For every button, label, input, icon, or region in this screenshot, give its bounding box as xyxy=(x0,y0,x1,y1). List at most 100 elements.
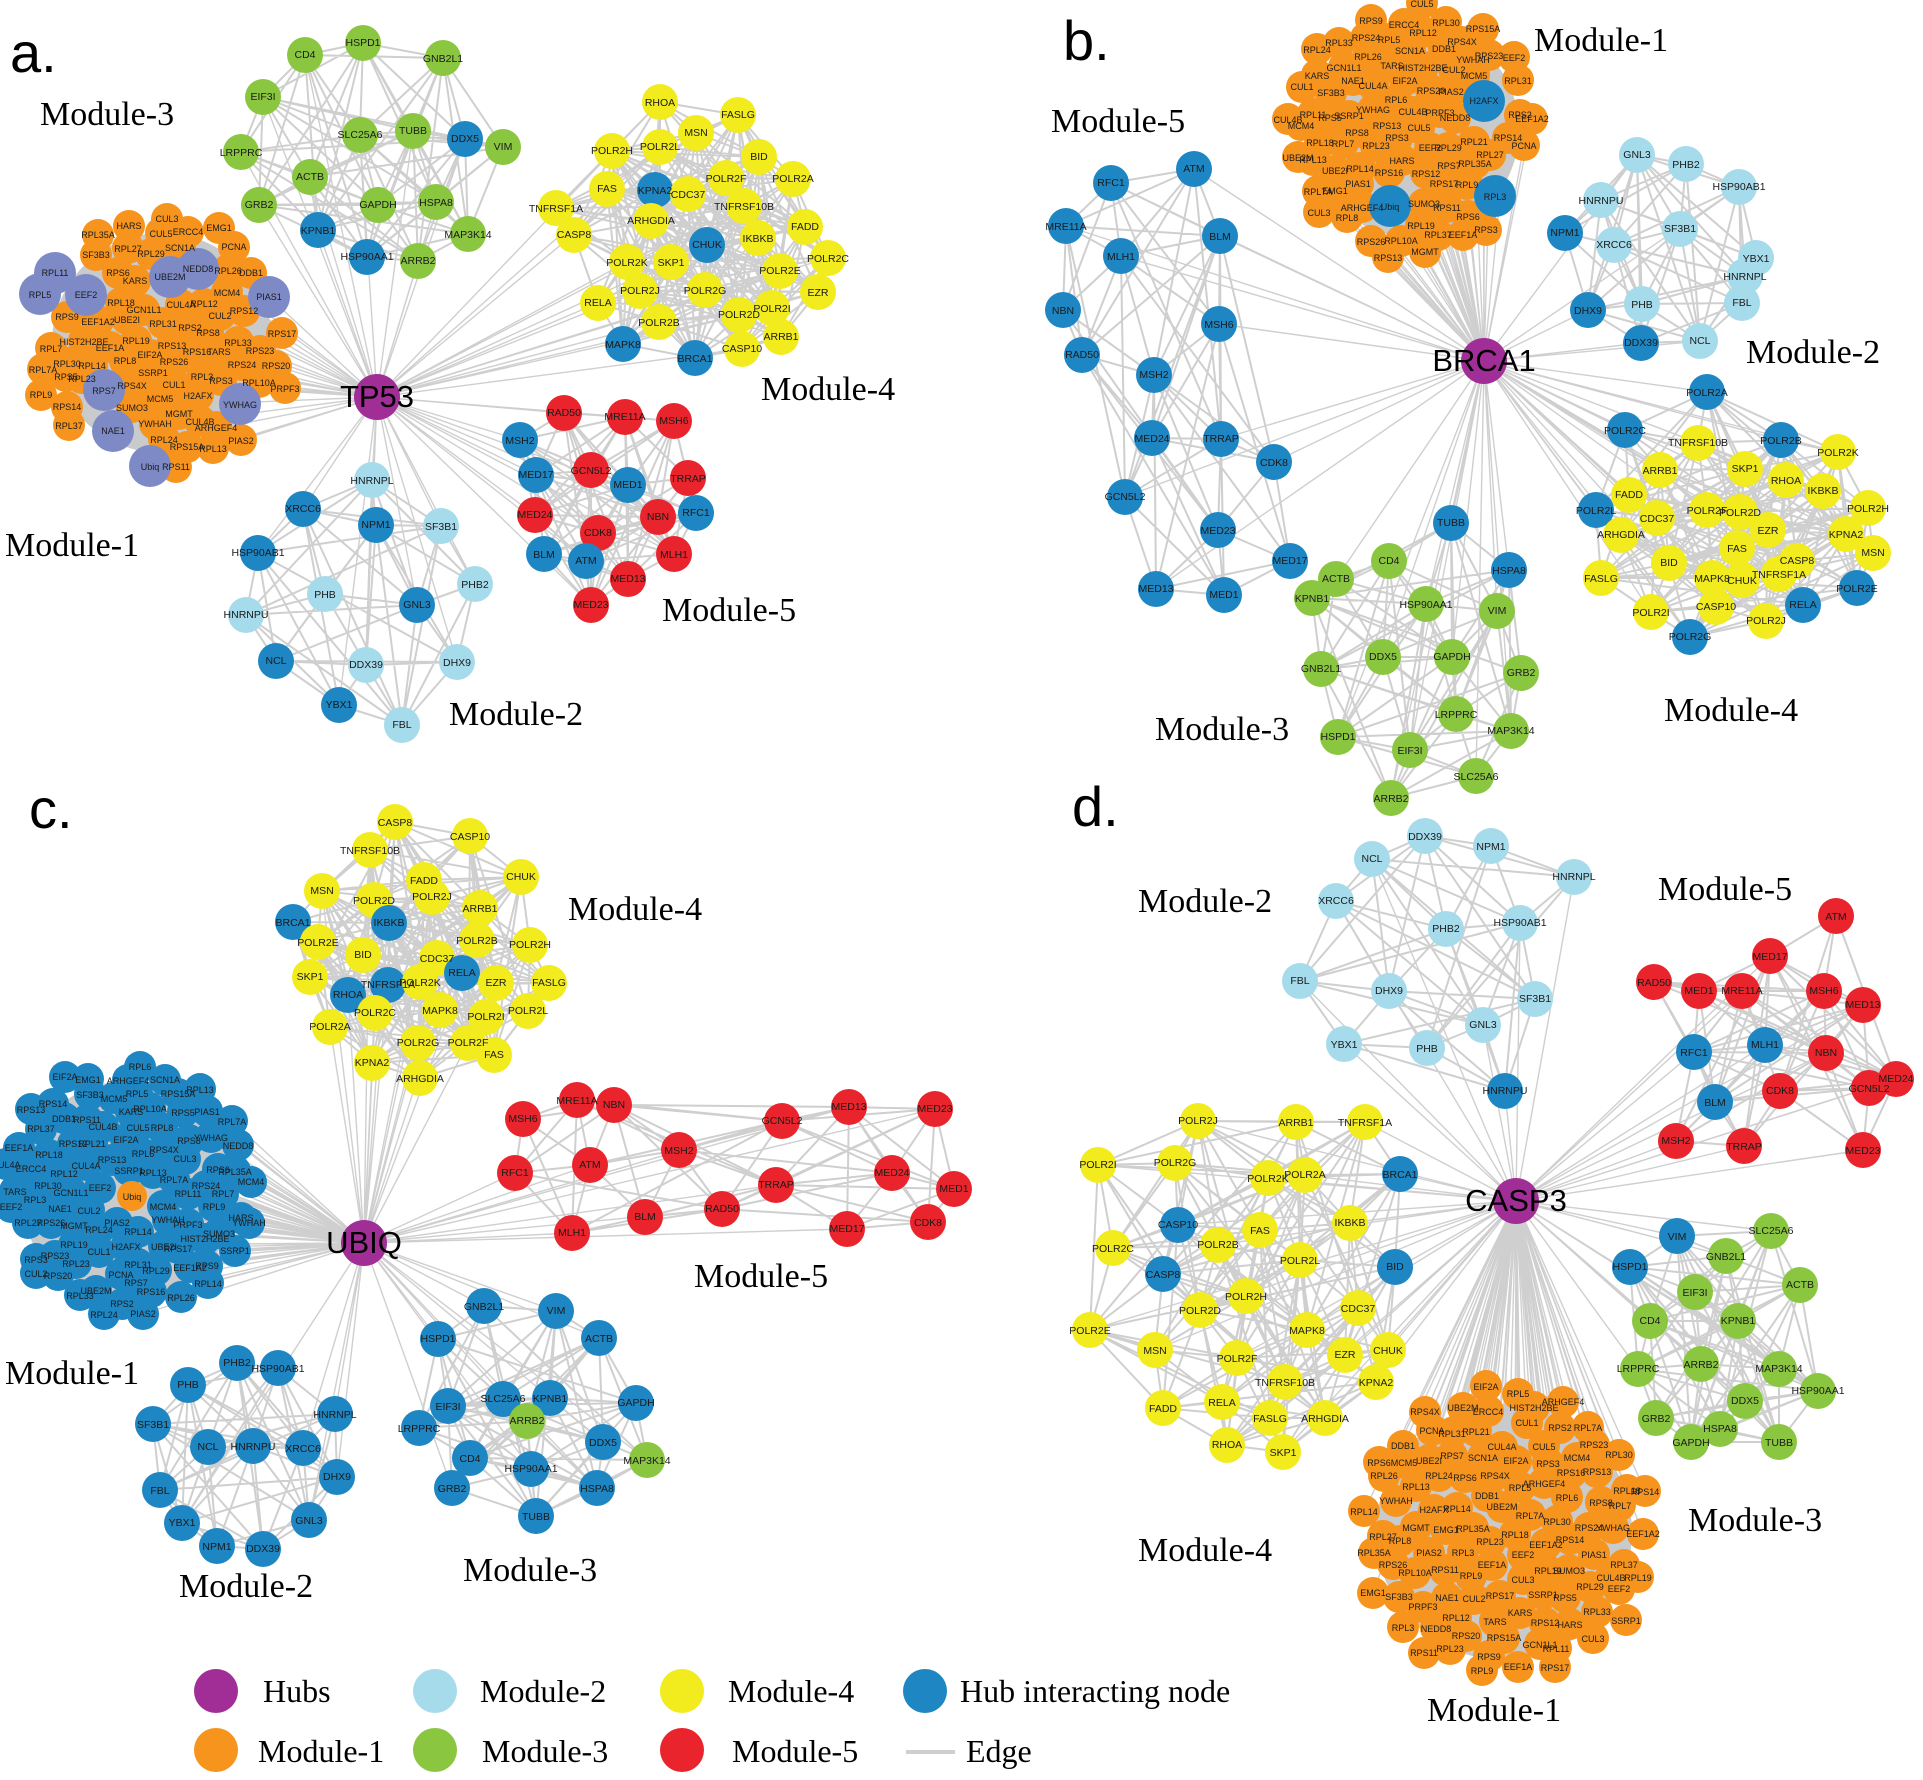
svg-text:RPS5: RPS5 xyxy=(54,372,78,382)
svg-text:CUL4A: CUL4A xyxy=(166,300,195,310)
svg-text:MSN: MSN xyxy=(1143,1345,1166,1357)
svg-text:PHB2: PHB2 xyxy=(223,1357,251,1369)
svg-text:PIAS1: PIAS1 xyxy=(194,1107,220,1117)
svg-text:RPL5: RPL5 xyxy=(1509,1483,1532,1493)
svg-text:TNFRSF1A: TNFRSF1A xyxy=(1752,569,1806,581)
svg-text:RPL11: RPL11 xyxy=(42,268,69,278)
svg-text:GCN5L2: GCN5L2 xyxy=(571,465,612,477)
svg-text:MCM4: MCM4 xyxy=(150,1202,177,1212)
svg-text:RPL24: RPL24 xyxy=(90,1310,118,1320)
svg-text:HIST2H2BE: HIST2H2BE xyxy=(1398,63,1447,73)
svg-text:PHB2: PHB2 xyxy=(461,579,489,591)
svg-text:ARRB1: ARRB1 xyxy=(763,331,798,343)
svg-text:GAPDH: GAPDH xyxy=(1672,1437,1709,1449)
svg-text:EEF1A2: EEF1A2 xyxy=(1626,1529,1660,1539)
svg-text:HNRNPU: HNRNPU xyxy=(231,1441,276,1453)
svg-text:GNB2L1: GNB2L1 xyxy=(423,53,463,65)
svg-text:CUL3: CUL3 xyxy=(1511,1575,1534,1585)
svg-text:ARHGEF4: ARHGEF4 xyxy=(1523,1479,1566,1489)
svg-text:BRCA1: BRCA1 xyxy=(1432,343,1535,378)
svg-text:MAP3K14: MAP3K14 xyxy=(1755,1363,1802,1375)
svg-text:YWHAG: YWHAG xyxy=(1356,105,1390,115)
svg-text:POLR2D: POLR2D xyxy=(1179,1305,1221,1317)
svg-text:RPL9: RPL9 xyxy=(203,1202,226,1212)
svg-text:PRPF3: PRPF3 xyxy=(173,1220,202,1230)
svg-text:RPL12: RPL12 xyxy=(50,1169,78,1179)
svg-text:Module-1: Module-1 xyxy=(1427,1692,1561,1729)
svg-text:EZR: EZR xyxy=(1758,525,1779,537)
svg-text:RPL19: RPL19 xyxy=(1534,1566,1562,1576)
svg-text:NBN: NBN xyxy=(647,511,669,523)
svg-text:POLR2H: POLR2H xyxy=(509,939,551,951)
svg-text:GCN1L1: GCN1L1 xyxy=(53,1188,88,1198)
svg-text:CASP10: CASP10 xyxy=(1158,1219,1198,1231)
svg-text:RPL33: RPL33 xyxy=(66,1291,94,1301)
svg-text:VIM: VIM xyxy=(1668,1231,1687,1243)
svg-text:NBN: NBN xyxy=(603,1099,625,1111)
svg-text:CUL2: CUL2 xyxy=(1462,1594,1485,1604)
svg-text:POLR2K: POLR2K xyxy=(1247,1173,1288,1185)
svg-text:ARHGDIA: ARHGDIA xyxy=(627,215,675,227)
svg-text:MLH1: MLH1 xyxy=(660,549,688,561)
svg-text:MSN: MSN xyxy=(310,885,333,897)
svg-text:GAPDH: GAPDH xyxy=(617,1397,654,1409)
svg-text:CHUK: CHUK xyxy=(1727,575,1757,587)
svg-text:Module-1: Module-1 xyxy=(258,1733,384,1769)
svg-text:RPS23: RPS23 xyxy=(41,1251,70,1261)
svg-text:MAP3K14: MAP3K14 xyxy=(623,1455,670,1467)
svg-text:UBE2M: UBE2M xyxy=(1447,1403,1478,1413)
svg-text:PHB2: PHB2 xyxy=(1672,159,1700,171)
svg-text:CUL1: CUL1 xyxy=(87,1247,110,1257)
svg-text:RPL37: RPL37 xyxy=(55,421,83,431)
svg-text:TRRAP: TRRAP xyxy=(1726,1141,1762,1153)
svg-text:CD4: CD4 xyxy=(459,1453,480,1465)
svg-text:RPS9: RPS9 xyxy=(55,312,79,322)
svg-text:HARS: HARS xyxy=(116,221,141,231)
svg-text:EMG1: EMG1 xyxy=(75,1075,101,1085)
svg-text:TUBB: TUBB xyxy=(399,125,427,137)
svg-text:RPL11: RPL11 xyxy=(1543,1644,1570,1654)
svg-text:RPL7: RPL7 xyxy=(1609,1501,1632,1511)
svg-text:CDK8: CDK8 xyxy=(584,527,612,539)
svg-text:SF3B3: SF3B3 xyxy=(76,1090,104,1100)
svg-text:BID: BID xyxy=(1386,1261,1404,1273)
svg-text:MED24: MED24 xyxy=(874,1167,909,1179)
svg-text:RPS26: RPS26 xyxy=(1357,237,1386,247)
svg-text:YWHAG: YWHAG xyxy=(223,400,257,410)
svg-text:GNB2L1: GNB2L1 xyxy=(1706,1251,1746,1263)
svg-text:GCN5L2: GCN5L2 xyxy=(762,1115,803,1127)
svg-text:RPL29: RPL29 xyxy=(137,249,165,259)
svg-text:LRPPRC: LRPPRC xyxy=(398,1423,441,1435)
svg-text:POLR2K: POLR2K xyxy=(399,977,440,989)
svg-text:GNL3: GNL3 xyxy=(295,1515,323,1527)
svg-text:NPM1: NPM1 xyxy=(1550,227,1579,239)
svg-text:UBE2I: UBE2I xyxy=(114,315,140,325)
svg-text:POLR2L: POLR2L xyxy=(508,1005,548,1017)
svg-text:YWHAH: YWHAH xyxy=(232,1218,266,1228)
svg-text:CUL4B: CUL4B xyxy=(88,1122,117,1132)
svg-text:MAPK8: MAPK8 xyxy=(605,339,641,351)
svg-text:CASP8: CASP8 xyxy=(1780,555,1815,567)
svg-text:DHX9: DHX9 xyxy=(1375,985,1403,997)
svg-text:POLR2L: POLR2L xyxy=(1280,1255,1320,1267)
svg-text:RPS17: RPS17 xyxy=(1486,1591,1515,1601)
svg-text:RPL9: RPL9 xyxy=(1460,1571,1483,1581)
svg-text:EEF1A: EEF1A xyxy=(5,1143,34,1153)
svg-text:SLC25A6: SLC25A6 xyxy=(481,1393,526,1405)
svg-text:EEF2: EEF2 xyxy=(1512,1550,1535,1560)
svg-text:BLM: BLM xyxy=(634,1211,656,1223)
svg-text:HSP90AA1: HSP90AA1 xyxy=(340,251,393,263)
svg-text:RFC1: RFC1 xyxy=(1680,1047,1708,1059)
svg-text:NPM1: NPM1 xyxy=(361,519,390,531)
svg-text:UBE2I: UBE2I xyxy=(151,1242,177,1252)
svg-text:ARHGDIA: ARHGDIA xyxy=(1301,1413,1349,1425)
svg-text:RPL8: RPL8 xyxy=(114,356,137,366)
svg-text:FASLG: FASLG xyxy=(721,109,755,121)
svg-text:XRCC6: XRCC6 xyxy=(1318,895,1354,907)
svg-text:RPL7A: RPL7A xyxy=(1304,187,1333,197)
svg-text:MSH6: MSH6 xyxy=(508,1113,537,1125)
svg-text:BID: BID xyxy=(354,949,372,961)
svg-text:DDB1: DDB1 xyxy=(239,268,263,278)
svg-text:RPL11: RPL11 xyxy=(1300,110,1327,120)
svg-text:IKBKB: IKBKB xyxy=(374,917,405,929)
